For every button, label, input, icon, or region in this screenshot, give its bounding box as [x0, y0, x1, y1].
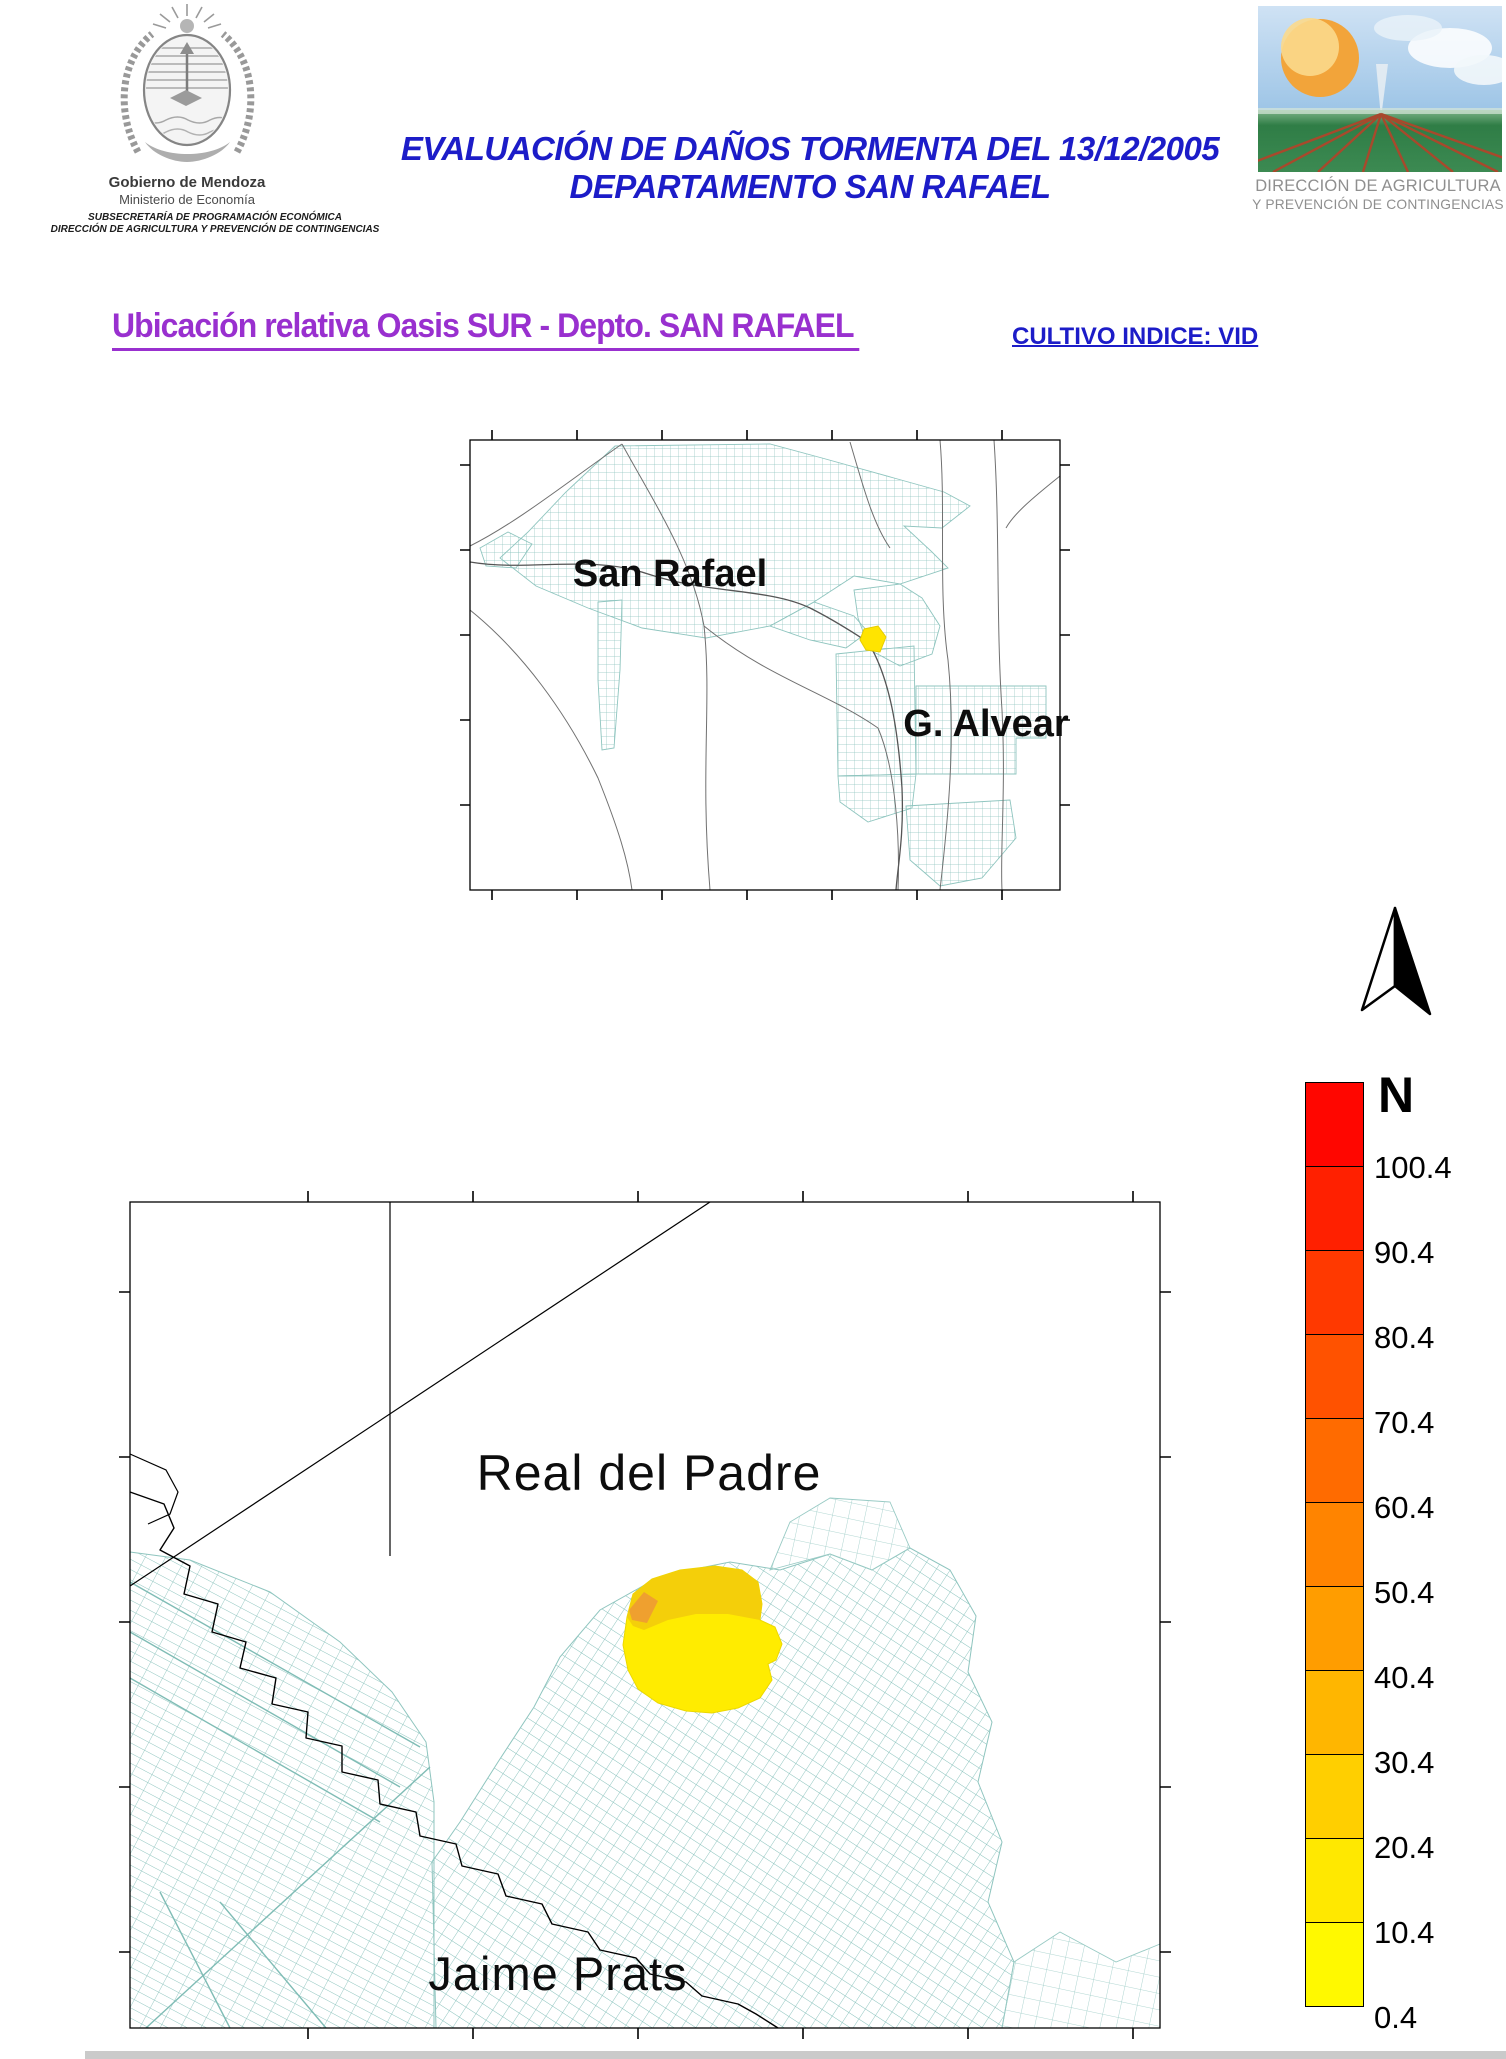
overview-map: San Rafael G. Alvear: [460, 430, 1070, 900]
coat-of-arms-icon: [120, 4, 255, 162]
legend-segment: [1305, 1082, 1364, 1167]
highlight-parcel: [859, 625, 887, 653]
legend-colorbar: [1305, 1082, 1364, 2007]
east-parcel-block: [431, 1497, 1161, 2029]
map-ticks: [119, 1191, 1171, 2039]
west-parcel-block: [129, 1551, 435, 2029]
agency-caption-line1: DIRECCIÓN DE AGRICULTURA: [1255, 177, 1501, 195]
river-line: [469, 561, 904, 891]
north-label: N: [1378, 1067, 1414, 1123]
label-g-alvear: G. Alvear: [903, 703, 1069, 745]
org-name: Gobierno de Mendoza: [108, 174, 266, 191]
label-real-del-padre: Real del Padre: [477, 1445, 822, 1501]
legend-value: 10.4: [1374, 1915, 1435, 1950]
damage-area-high: [629, 1592, 658, 1623]
legend-segment: [1305, 1670, 1364, 1755]
legend-value: 100.4: [1374, 1150, 1452, 1185]
map-frame: [129, 1201, 1161, 2029]
crop-index-label: CULTIVO INDICE: VID: [1012, 323, 1259, 350]
boundary-lines: [129, 1201, 711, 1587]
sun-crest: [180, 19, 194, 33]
report-title-line1: EVALUACIÓN DE DAÑOS TORMENTA DEL 13/12/2…: [400, 130, 1220, 167]
ministry-name: Ministerio de Economía: [119, 192, 255, 207]
legend-value: 70.4: [1374, 1405, 1435, 1440]
ribbon: [145, 142, 230, 162]
legend-segment: [1305, 1166, 1364, 1251]
damage-area-mid: [627, 1566, 762, 1630]
legend-value: 30.4: [1374, 1745, 1435, 1780]
legend-segment: [1305, 1502, 1364, 1587]
page-edge-strip: [85, 2051, 1506, 2059]
direccion-line: DIRECCIÓN DE AGRICULTURA Y PREVENCIÓN DE…: [50, 223, 380, 235]
map-frame: [469, 439, 1061, 891]
legend-value: 0.4: [1374, 2000, 1418, 2035]
legend-value: 90.4: [1374, 1235, 1435, 1270]
agency-caption-line2: Y PREVENCIÓN DE CONTINGENCIAS: [1252, 197, 1504, 212]
org-subtitle-block: SUBSECRETARÍA DE PROGRAMACIÓN ECONÓMICA …: [15, 212, 415, 235]
report-title-line2: DEPARTAMENTO SAN RAFAEL: [569, 168, 1051, 205]
agency-caption: DIRECCIÓN DE AGRICULTURA Y PREVENCIÓN DE…: [1250, 177, 1506, 212]
agriculture-logo-image: [1258, 6, 1502, 172]
vineyard-rows: [1258, 112, 1502, 172]
subsecretaria-line: SUBSECRETARÍA DE PROGRAMACIÓN ECONÓMICA: [88, 212, 342, 223]
laurel-right: [220, 31, 255, 154]
legend-segment: [1305, 1586, 1364, 1671]
legend-value: 60.4: [1374, 1490, 1435, 1525]
label-jaime-prats: Jaime Prats: [428, 1947, 687, 2000]
laurel-left: [120, 31, 155, 154]
detail-map: Real del Padre Jaime Prats: [119, 1191, 1171, 2039]
legend-value: 50.4: [1374, 1575, 1435, 1610]
legend-value: 20.4: [1374, 1830, 1435, 1865]
legend-segment: [1305, 1754, 1364, 1839]
parcel-areas: [479, 443, 1047, 887]
boundary-lines: [469, 439, 1061, 891]
legend-segment: [1305, 1250, 1364, 1335]
legend-segment: [1305, 1418, 1364, 1503]
river-branch-line: [129, 1453, 179, 1525]
funnel-cloud: [1376, 64, 1388, 118]
canal-lines: [129, 1581, 431, 2029]
legend-value: 40.4: [1374, 1660, 1435, 1695]
legend-labels: 100.4 90.4 80.4 70.4 60.4 50.4 40.4 30.4 20.4 10.…: [1374, 1083, 1494, 2035]
legend-segment: [1305, 1334, 1364, 1419]
section-heading: Ubicación relativa Oasis SUR - Depto. SA…: [112, 307, 860, 351]
label-san-rafael: San Rafael: [573, 553, 767, 595]
org-name-block: Gobierno de Mendoza Ministerio de Econom…: [77, 174, 297, 207]
legend-segment: [1305, 1922, 1364, 2007]
north-arrow-icon: N: [1360, 906, 1432, 1123]
legend-value: 80.4: [1374, 1320, 1435, 1355]
legend-segment: [1305, 1838, 1364, 1923]
report-title: EVALUACIÓN DE DAÑOS TORMENTA DEL 13/12/2…: [370, 130, 1250, 206]
river-line: [129, 1491, 779, 2029]
map-ticks: [460, 430, 1070, 900]
